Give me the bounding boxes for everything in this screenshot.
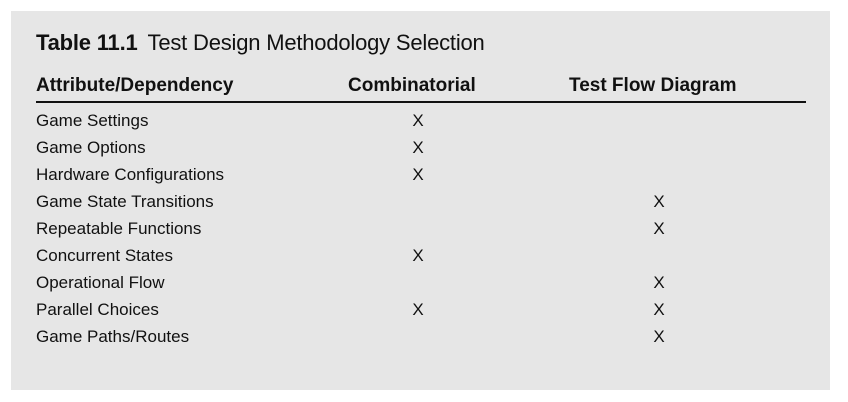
test-flow-diagram-mark: X (653, 327, 665, 346)
combinatorial-mark: X (412, 165, 424, 184)
test-flow-diagram-mark: X (653, 300, 665, 319)
test-flow-diagram-mark: X (653, 219, 665, 238)
row-attribute: Game Settings (36, 111, 149, 130)
table-row: Game Settings X (36, 109, 806, 136)
row-attribute: Hardware Configurations (36, 165, 225, 184)
test-flow-diagram-mark: X (653, 273, 665, 292)
table-row: Parallel Choices X X (36, 298, 806, 325)
row-attribute: Repeatable Functions (36, 219, 202, 238)
column-header-attribute: Attribute/Dependency (36, 75, 234, 96)
column-header-combinatorial: Combinatorial (348, 75, 476, 96)
table-row: Repeatable Functions X (36, 217, 806, 244)
table-header: Attribute/Dependency Combinatorial Test … (36, 73, 806, 103)
combinatorial-mark: X (412, 138, 424, 157)
row-attribute: Game Options (36, 138, 146, 157)
table-number: Table 11.1 (36, 30, 138, 55)
test-flow-diagram-mark: X (653, 192, 665, 211)
row-attribute: Game State Transitions (36, 192, 214, 211)
table-caption: Table 11.1 Test Design Methodology Select… (36, 30, 485, 56)
table-title: Test Design Methodology Selection (147, 30, 485, 55)
column-header-test-flow-diagram: Test Flow Diagram (569, 75, 737, 96)
table-body: Game Settings X Game Options X Hardware … (36, 109, 806, 352)
table-row: Concurrent States X (36, 244, 806, 271)
row-attribute: Parallel Choices (36, 300, 159, 319)
table-row: Game Options X (36, 136, 806, 163)
combinatorial-mark: X (412, 111, 424, 130)
row-attribute: Concurrent States (36, 246, 174, 265)
combinatorial-mark: X (412, 300, 424, 319)
table-row: Game Paths/Routes X (36, 325, 806, 352)
table-row: Hardware Configurations X (36, 163, 806, 190)
table-panel: Table 11.1 Test Design Methodology Select… (11, 11, 830, 390)
table-row: Operational Flow X (36, 271, 806, 298)
row-attribute: Game Paths/Routes (36, 327, 190, 346)
row-attribute: Operational Flow (36, 273, 165, 292)
table-row: Game State Transitions X (36, 190, 806, 217)
combinatorial-mark: X (412, 246, 424, 265)
